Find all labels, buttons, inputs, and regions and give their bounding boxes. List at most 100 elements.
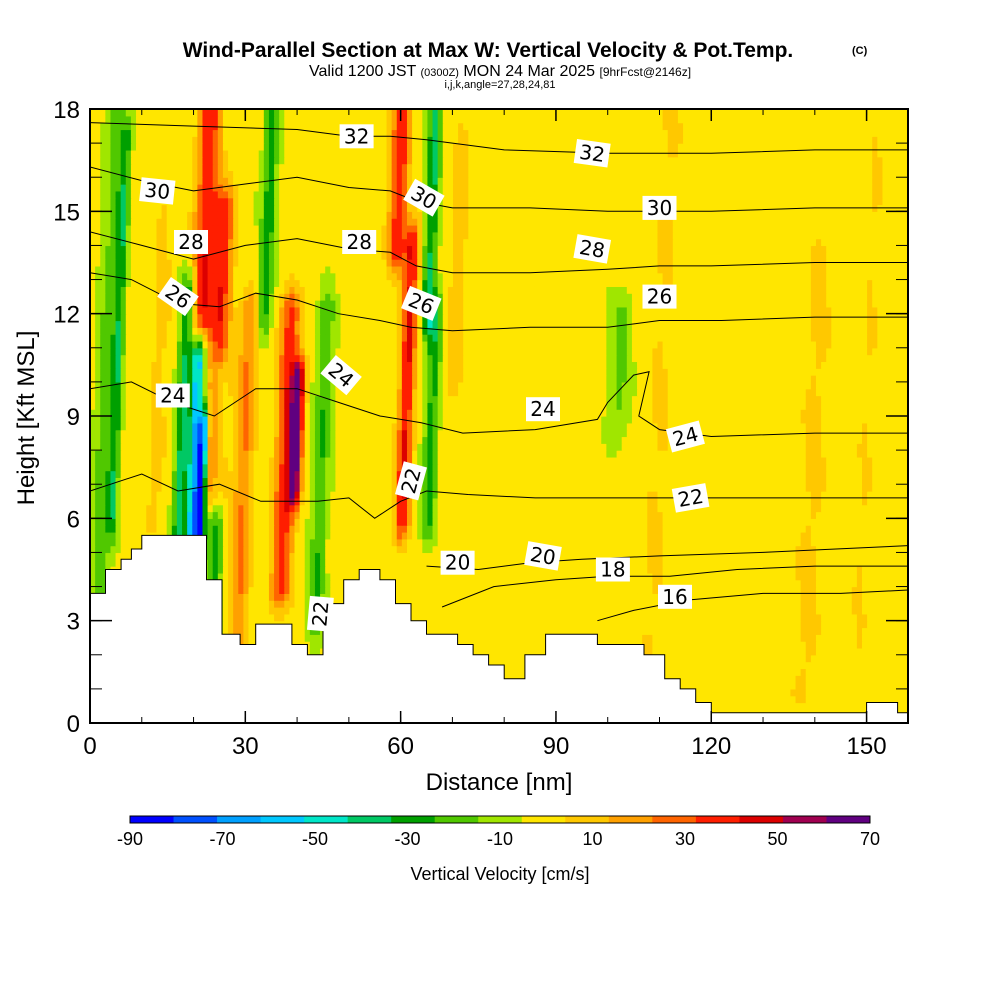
- velocity-cell: [861, 675, 868, 683]
- velocity-cell: [749, 600, 756, 608]
- velocity-cell: [90, 518, 96, 526]
- velocity-cell: [631, 511, 638, 519]
- velocity-cell: [299, 538, 306, 547]
- velocity-cell: [703, 593, 710, 601]
- velocity-cell: [805, 668, 812, 676]
- velocity-cell: [253, 525, 260, 533]
- velocity-cell: [902, 525, 908, 533]
- velocity-cell: [248, 552, 255, 560]
- velocity-cell: [611, 525, 618, 533]
- velocity-cell: [386, 572, 393, 581]
- velocity-cell: [810, 613, 817, 622]
- velocity-cell: [754, 613, 761, 622]
- velocity-cell: [585, 511, 592, 519]
- velocity-cell: [478, 641, 485, 649]
- velocity-cell: [872, 607, 878, 615]
- velocity-cell: [228, 566, 234, 574]
- velocity-cell: [790, 627, 797, 635]
- velocity-cell: [550, 572, 556, 581]
- velocity-cell: [713, 511, 720, 519]
- velocity-cell: [294, 620, 301, 629]
- velocity-cell: [340, 511, 347, 519]
- velocity-cell: [268, 518, 275, 526]
- velocity-cell: [647, 634, 653, 642]
- velocity-cell: [432, 511, 439, 519]
- velocity-cell: [708, 654, 715, 663]
- velocity-cell: [468, 620, 475, 629]
- velocity-cell: [468, 518, 475, 526]
- velocity-cell: [524, 593, 531, 601]
- velocity-cell: [570, 518, 577, 526]
- velocity-cell: [831, 586, 838, 594]
- velocity-cell: [611, 511, 618, 519]
- velocity-cell: [810, 661, 817, 670]
- velocity-cell: [872, 572, 878, 581]
- velocity-cell: [350, 518, 357, 526]
- velocity-cell: [846, 695, 853, 704]
- velocity-cell: [882, 518, 889, 526]
- velocity-cell: [815, 661, 822, 670]
- velocity-cell: [596, 518, 602, 526]
- velocity-cell: [263, 579, 270, 588]
- velocity-cell: [601, 607, 607, 615]
- velocity-cell: [504, 620, 510, 629]
- velocity-cell: [647, 607, 653, 615]
- velocity-cell: [800, 600, 807, 608]
- velocity-cell: [268, 579, 275, 588]
- velocity-cell: [499, 552, 505, 560]
- velocity-cell: [412, 531, 418, 540]
- velocity-cell: [560, 552, 567, 560]
- velocity-cell: [473, 634, 480, 642]
- velocity-cell: [534, 518, 541, 526]
- velocity-cell: [432, 579, 439, 588]
- velocity-cell: [360, 538, 367, 547]
- velocity-cell: [422, 525, 429, 533]
- velocity-cell: [902, 531, 908, 540]
- velocity-cell: [504, 654, 510, 663]
- velocity-cell: [662, 518, 669, 526]
- velocity-cell: [647, 559, 653, 567]
- velocity-cell: [698, 511, 705, 519]
- velocity-cell: [877, 518, 884, 526]
- velocity-cell: [452, 607, 459, 615]
- velocity-cell: [795, 695, 802, 704]
- velocity-cell: [529, 613, 536, 622]
- velocity-cell: [427, 545, 434, 554]
- velocity-cell: [381, 531, 388, 540]
- velocity-cell: [841, 682, 848, 690]
- velocity-cell: [621, 531, 628, 540]
- velocity-cell: [861, 627, 868, 635]
- velocity-cell: [759, 538, 766, 547]
- velocity-cell: [539, 647, 546, 656]
- velocity-cell: [555, 586, 561, 594]
- velocity-cell: [504, 572, 510, 581]
- velocity-cell: [713, 579, 720, 588]
- velocity-cell: [626, 518, 633, 526]
- velocity-cell: [882, 668, 889, 676]
- velocity-cell: [713, 682, 720, 690]
- velocity-cell: [463, 531, 469, 540]
- velocity-cell: [769, 545, 776, 554]
- velocity-cell: [95, 559, 101, 567]
- velocity-cell: [212, 511, 219, 519]
- velocity-cell: [222, 531, 229, 540]
- velocity-cell: [243, 579, 250, 588]
- velocity-cell: [867, 647, 873, 656]
- velocity-cell: [274, 593, 280, 601]
- velocity-cell: [693, 668, 699, 676]
- velocity-cell: [130, 511, 137, 519]
- velocity-cell: [897, 641, 904, 649]
- velocity-cell: [856, 572, 863, 581]
- velocity-cell: [672, 579, 679, 588]
- velocity-cell: [861, 566, 868, 574]
- velocity-cell: [677, 668, 684, 676]
- velocity-cell: [228, 552, 234, 560]
- velocity-cell: [856, 511, 863, 519]
- velocity-cell: [836, 688, 843, 697]
- velocity-cell: [125, 545, 132, 554]
- velocity-cell: [846, 586, 853, 594]
- velocity-cell: [764, 518, 771, 526]
- velocity-cell: [545, 579, 551, 588]
- velocity-cell: [631, 559, 638, 567]
- velocity-cell: [616, 538, 623, 547]
